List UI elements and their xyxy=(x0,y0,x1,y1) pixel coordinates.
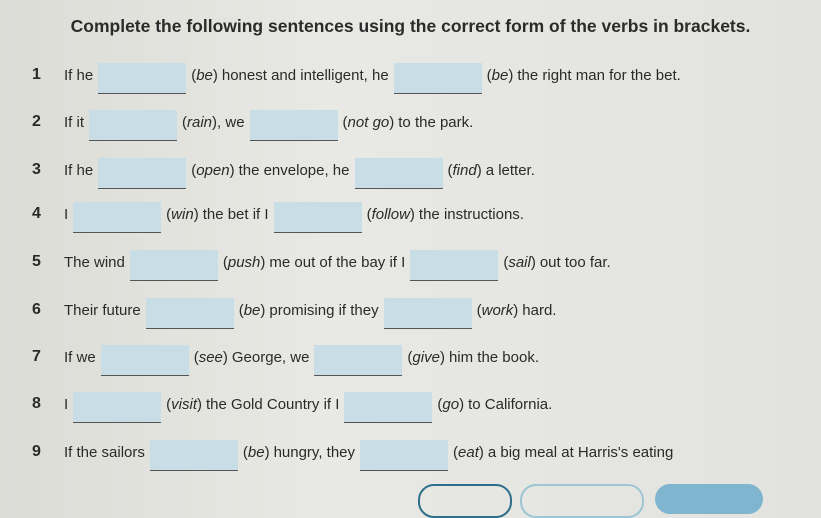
item-number: 8 xyxy=(32,395,41,412)
sentence-text: If it xyxy=(64,113,85,131)
item-number: 3 xyxy=(32,161,41,178)
item-number: 5 xyxy=(32,253,41,270)
answer-input-2[interactable] xyxy=(393,62,482,94)
verb-hint: open xyxy=(196,161,230,179)
sentence-text: If he xyxy=(64,161,94,179)
item-number: 6 xyxy=(32,301,41,318)
answer-input-2[interactable] xyxy=(273,201,362,233)
sentence: The wind (push) me out of the bay if I (… xyxy=(64,244,611,281)
sentence-text: a big meal at Harris's eating xyxy=(487,443,674,461)
verb-hint: follow xyxy=(371,205,410,223)
verb-hint: visit xyxy=(171,395,198,413)
sentence-text: Their future xyxy=(64,301,141,319)
sentence-text: to California. xyxy=(468,395,553,413)
sentence-text: a letter. xyxy=(485,161,535,179)
sentence-text: If we xyxy=(64,348,96,366)
item-number: 1 xyxy=(32,66,41,83)
sentence-text: the Gold Country if I xyxy=(206,395,340,413)
sentence-text: I xyxy=(64,395,69,413)
check-button[interactable] xyxy=(418,484,512,518)
verb-hint: find xyxy=(452,161,477,179)
sentence-text: , we xyxy=(217,113,245,131)
sentence-text: George, we xyxy=(231,348,310,366)
verb-hint: be xyxy=(243,301,261,319)
answer-input-1[interactable] xyxy=(89,109,178,141)
sentence-text: him the book. xyxy=(448,348,540,366)
sentence-text: If the sailors xyxy=(64,443,145,461)
sentence: Their future (be) promising if they (wor… xyxy=(64,292,556,329)
verb-hint: be xyxy=(247,443,265,461)
answer-input-1[interactable] xyxy=(149,439,238,471)
verb-hint: be xyxy=(491,66,509,84)
verb-hint: win xyxy=(171,205,194,223)
sentence-text: If he xyxy=(64,66,94,84)
answer-input-1[interactable] xyxy=(145,297,234,329)
answer-input-1[interactable] xyxy=(129,249,218,281)
sentence: If he (open) the envelope, he (find) a l… xyxy=(64,152,535,189)
answer-input-2[interactable] xyxy=(249,109,338,141)
sentence: If we (see) George, we (give) him the bo… xyxy=(64,339,539,376)
instructions-title: Complete the following sentences using t… xyxy=(70,16,751,36)
sentence-text: the right man for the bet. xyxy=(517,66,681,84)
answer-input-2[interactable] xyxy=(354,157,443,189)
sentence: If he (be) honest and intelligent, he (b… xyxy=(64,57,681,94)
sentence-text: honest and intelligent, he xyxy=(221,66,389,84)
answer-input-1[interactable] xyxy=(98,157,187,189)
sentence: If it (rain) , we (not go) to the park. xyxy=(64,104,473,141)
answer-input-2[interactable] xyxy=(314,344,403,376)
answer-input-2[interactable] xyxy=(360,439,449,471)
reset-button[interactable] xyxy=(520,484,644,518)
item-number: 2 xyxy=(32,113,41,130)
sentence-text: to the park. xyxy=(398,113,474,131)
item-number: 7 xyxy=(32,348,41,365)
verb-hint: sail xyxy=(508,253,531,271)
verb-hint: give xyxy=(412,348,440,366)
verb-hint: not go xyxy=(347,113,390,131)
sentence: If the sailors (be) hungry, they (eat) a… xyxy=(64,434,673,471)
answer-input-1[interactable] xyxy=(73,391,162,423)
verb-hint: eat xyxy=(458,443,479,461)
sentence: I (win) the bet if I (follow) the instru… xyxy=(64,196,524,233)
verb-hint: rain xyxy=(187,113,213,131)
answer-input-1[interactable] xyxy=(98,62,187,94)
sentence-text: I xyxy=(64,205,69,223)
item-number: 9 xyxy=(32,443,41,460)
sentence-text: me out of the bay if I xyxy=(269,253,406,271)
sentence-text: the bet if I xyxy=(202,205,269,223)
verb-hint: go xyxy=(442,395,460,413)
answer-input-1[interactable] xyxy=(73,201,162,233)
sentence-text: the envelope, he xyxy=(238,161,350,179)
sentence-text: out too far. xyxy=(539,253,611,271)
sentence-text: hard. xyxy=(522,301,557,319)
sentence-text: promising if they xyxy=(269,301,379,319)
item-number: 4 xyxy=(32,205,41,222)
verb-hint: see xyxy=(198,348,223,366)
sentence: I (visit) the Gold Country if I (go) to … xyxy=(64,386,552,423)
sentence-text: The wind xyxy=(64,253,125,271)
answer-input-2[interactable] xyxy=(383,297,472,329)
submit-button[interactable] xyxy=(655,484,763,514)
sentence-text: the instructions. xyxy=(418,205,524,223)
verb-hint: be xyxy=(196,66,213,84)
verb-hint: work xyxy=(481,301,514,319)
sentence-text: hungry, they xyxy=(273,443,356,461)
answer-input-2[interactable] xyxy=(410,249,499,281)
answer-input-1[interactable] xyxy=(100,344,189,376)
answer-input-2[interactable] xyxy=(344,391,433,423)
verb-hint: push xyxy=(227,253,261,271)
